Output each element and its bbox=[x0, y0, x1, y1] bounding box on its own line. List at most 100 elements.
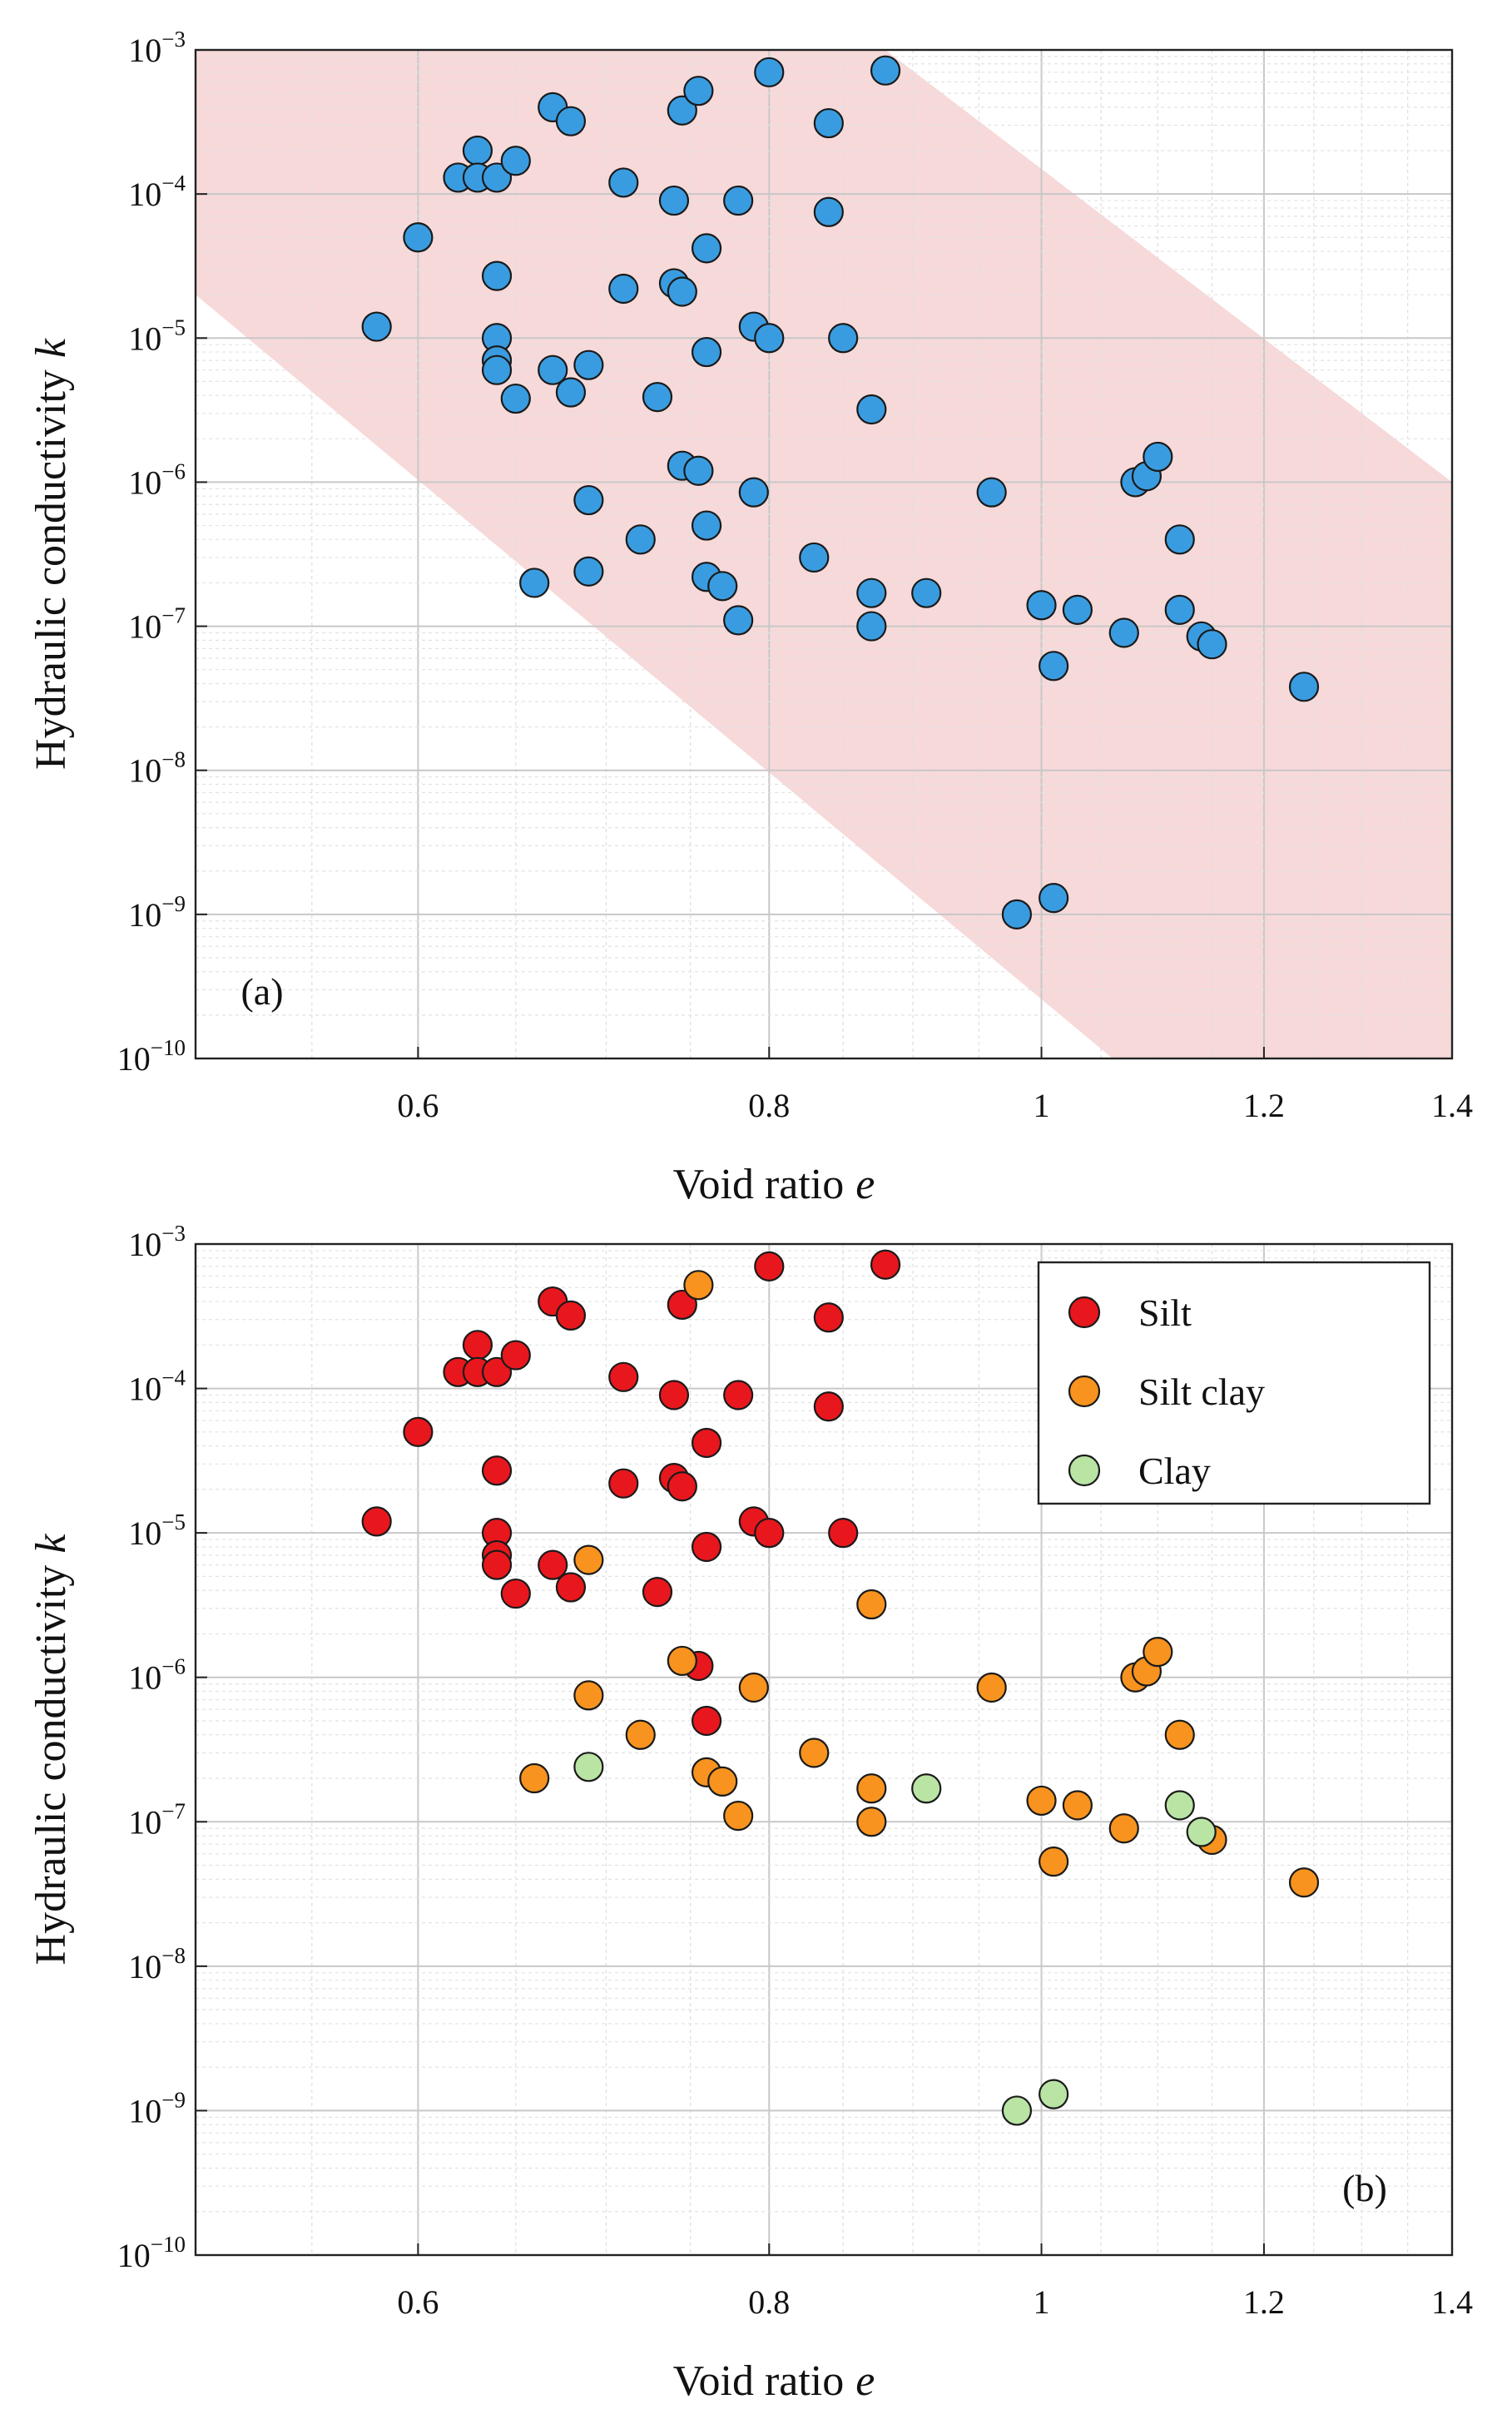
series-silt bbox=[361, 1249, 901, 1737]
y-tick-base: 10 bbox=[128, 608, 161, 646]
data-point bbox=[1039, 651, 1069, 682]
data-point bbox=[658, 1380, 690, 1410]
data-point bbox=[667, 1471, 697, 1502]
y-axis-variable: k bbox=[27, 338, 75, 358]
y-tick-label: 10−3 bbox=[128, 27, 186, 69]
y-tick-label: 10−6 bbox=[128, 459, 186, 501]
data-point bbox=[538, 354, 568, 385]
data-point bbox=[608, 273, 639, 305]
plot-frame bbox=[194, 1242, 1454, 2257]
panel-label: (b) bbox=[1342, 2167, 1387, 2209]
y-tick-exponent: −9 bbox=[161, 2087, 186, 2112]
data-point bbox=[642, 381, 673, 413]
data-point bbox=[403, 222, 434, 253]
data-point bbox=[723, 185, 754, 216]
data-point bbox=[828, 323, 859, 354]
data-point bbox=[911, 1773, 942, 1804]
data-point bbox=[707, 571, 738, 602]
x-tick-label: 0.6 bbox=[397, 2283, 439, 2321]
y-tick-label: 10−9 bbox=[128, 891, 186, 934]
data-point bbox=[870, 1249, 901, 1280]
data-point bbox=[754, 1251, 785, 1281]
data-point bbox=[691, 1531, 722, 1563]
data-point bbox=[683, 1270, 714, 1301]
y-axis-title: Hydraulic conductivity k bbox=[27, 1534, 75, 1965]
y-tick-label: 10−5 bbox=[128, 1509, 186, 1552]
data-point bbox=[1001, 2095, 1033, 2126]
y-tick-label: 10−9 bbox=[128, 2087, 186, 2129]
data-point bbox=[856, 577, 887, 608]
data-point bbox=[642, 1577, 673, 1608]
x-axis-variable: e bbox=[855, 1161, 875, 1208]
y-tick-exponent: −4 bbox=[161, 171, 186, 196]
data-point bbox=[691, 1705, 722, 1737]
data-point bbox=[691, 1427, 722, 1459]
data-point bbox=[976, 1672, 1007, 1703]
data-point bbox=[813, 1302, 844, 1333]
plot-frame bbox=[194, 48, 1454, 1060]
y-tick-exponent: −10 bbox=[151, 1035, 186, 1060]
data-point bbox=[856, 611, 887, 642]
x-axis-title: Void ratio e bbox=[673, 1161, 875, 1208]
y-tick-label: 10−4 bbox=[128, 1366, 186, 1408]
y-tick-base: 10 bbox=[128, 32, 161, 69]
y-tick-exponent: −9 bbox=[161, 891, 186, 916]
y-tick-base: 10 bbox=[128, 1803, 161, 1841]
y-tick-exponent: −7 bbox=[161, 1798, 186, 1823]
data-point bbox=[361, 311, 392, 342]
y-tick-exponent: −8 bbox=[161, 747, 186, 772]
grid bbox=[196, 50, 1452, 1058]
data-point bbox=[1026, 1785, 1057, 1817]
data-point bbox=[608, 1361, 639, 1392]
y-tick-base: 10 bbox=[128, 176, 161, 213]
series-clay bbox=[573, 1752, 1217, 2126]
x-tick-label: 1 bbox=[1034, 1087, 1050, 1124]
data-point bbox=[813, 107, 844, 139]
data-point bbox=[519, 568, 550, 598]
data-point bbox=[555, 1572, 587, 1603]
data-point bbox=[573, 556, 604, 587]
y-tick-base: 10 bbox=[117, 2237, 151, 2274]
data-point bbox=[691, 336, 722, 368]
y-axis-variable: k bbox=[27, 1534, 75, 1554]
data-point bbox=[1108, 1813, 1139, 1844]
data-point bbox=[573, 484, 604, 516]
data-point bbox=[1143, 441, 1173, 473]
data-point bbox=[519, 1762, 550, 1794]
data-point bbox=[1026, 590, 1057, 621]
data-point bbox=[1288, 672, 1320, 702]
series-silt-clay bbox=[519, 1270, 1320, 1898]
legend-box bbox=[1037, 1261, 1431, 1505]
data-point bbox=[403, 1416, 434, 1447]
x-axis-title-text: Void ratio bbox=[673, 1161, 845, 1208]
y-tick-exponent: −6 bbox=[161, 1654, 186, 1679]
y-tick-label: 10−8 bbox=[128, 747, 186, 790]
data-point bbox=[555, 1300, 587, 1331]
data-point bbox=[1164, 1790, 1195, 1821]
data-point bbox=[667, 1645, 697, 1677]
data-point bbox=[856, 1807, 887, 1837]
data-point bbox=[573, 349, 604, 380]
data-point bbox=[481, 354, 513, 385]
legend-label: Silt bbox=[1138, 1291, 1192, 1334]
x-axis-variable: e bbox=[855, 2357, 875, 2405]
data-point bbox=[754, 1518, 785, 1549]
legend-marker bbox=[1068, 1296, 1101, 1329]
data-point bbox=[911, 577, 942, 608]
x-tick-label: 1 bbox=[1034, 2283, 1050, 2321]
data-point bbox=[462, 1330, 493, 1361]
data-point bbox=[1186, 1817, 1217, 1847]
data-point bbox=[500, 383, 531, 414]
data-point bbox=[1164, 524, 1195, 555]
axis-ticks: 0.6 0.8 1 1.2 1.410−310−410−510−610−710−810−… bbox=[117, 27, 1473, 1124]
x-tick-label: 1.4 bbox=[1431, 2283, 1473, 2321]
y-tick-base: 10 bbox=[128, 1514, 161, 1552]
data-point bbox=[481, 1455, 513, 1486]
y-tick-base: 10 bbox=[128, 463, 161, 501]
data-point bbox=[738, 477, 769, 508]
data-point bbox=[976, 477, 1007, 508]
data-points bbox=[361, 55, 1320, 929]
data-point bbox=[799, 1737, 830, 1768]
y-tick-exponent: −8 bbox=[161, 1943, 186, 1968]
x-tick-label: 0.8 bbox=[748, 2283, 790, 2321]
